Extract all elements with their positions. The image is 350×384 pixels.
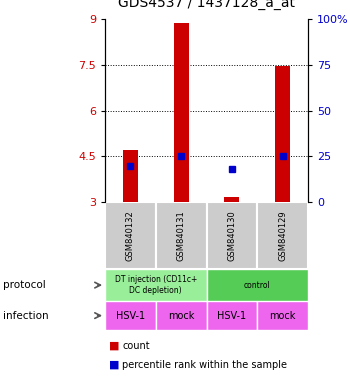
Bar — [156, 202, 206, 269]
Text: GSM840132: GSM840132 — [126, 210, 135, 261]
Text: mock: mock — [270, 311, 296, 321]
Bar — [206, 202, 257, 269]
Text: mock: mock — [168, 311, 194, 321]
Text: GSM840130: GSM840130 — [228, 210, 236, 261]
Text: HSV-1: HSV-1 — [217, 311, 246, 321]
Bar — [105, 269, 206, 301]
Text: protocol: protocol — [4, 280, 46, 290]
Bar — [206, 301, 257, 330]
Text: GSM840129: GSM840129 — [278, 210, 287, 261]
Text: ■: ■ — [108, 341, 119, 351]
Bar — [156, 301, 206, 330]
Text: percentile rank within the sample: percentile rank within the sample — [122, 360, 287, 370]
Text: HSV-1: HSV-1 — [116, 311, 145, 321]
Bar — [105, 202, 156, 269]
Text: GDS4537 / 1437128_a_at: GDS4537 / 1437128_a_at — [118, 0, 295, 10]
Bar — [275, 66, 290, 202]
Text: GSM840131: GSM840131 — [177, 210, 186, 261]
Bar — [257, 202, 308, 269]
Bar — [174, 23, 189, 202]
Bar — [224, 197, 239, 202]
Text: DT injection (CD11c+
DC depletion): DT injection (CD11c+ DC depletion) — [114, 275, 197, 295]
Bar — [123, 150, 138, 202]
Text: control: control — [244, 281, 271, 290]
Text: count: count — [122, 341, 150, 351]
Text: ■: ■ — [108, 360, 119, 370]
Bar — [105, 301, 156, 330]
Text: infection: infection — [4, 311, 49, 321]
Bar — [206, 269, 308, 301]
Bar — [257, 301, 308, 330]
